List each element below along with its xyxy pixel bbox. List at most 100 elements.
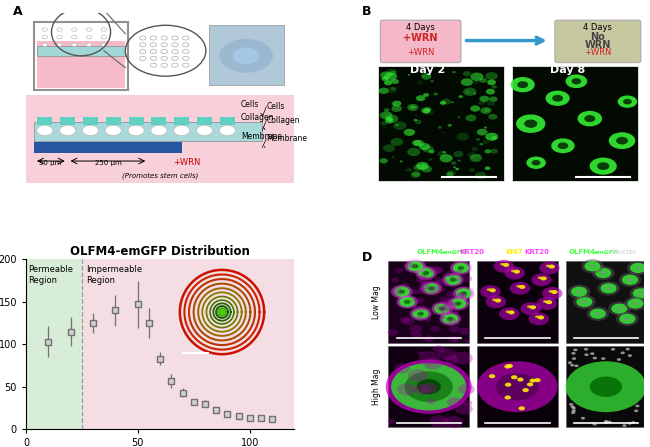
Bar (37, 41, 125, 88)
Circle shape (384, 108, 389, 112)
Bar (129, 117, 144, 126)
Circle shape (439, 312, 461, 325)
Circle shape (605, 286, 612, 290)
Circle shape (545, 91, 569, 106)
Circle shape (491, 85, 497, 89)
Circle shape (542, 287, 562, 300)
Text: +WRN: +WRN (174, 158, 201, 167)
Circle shape (571, 287, 587, 297)
Circle shape (624, 296, 647, 311)
Circle shape (489, 288, 496, 292)
Circle shape (440, 288, 445, 291)
Circle shape (487, 80, 496, 85)
Circle shape (571, 407, 576, 409)
Circle shape (480, 285, 500, 298)
Circle shape (451, 303, 459, 308)
Text: 4 Days: 4 Days (584, 22, 612, 32)
Circle shape (505, 383, 512, 387)
Text: 50 μm: 50 μm (39, 160, 61, 166)
Circle shape (442, 99, 451, 105)
Circle shape (486, 133, 499, 141)
Circle shape (625, 348, 630, 350)
Text: emGFP: emGFP (594, 250, 619, 255)
Circle shape (382, 76, 388, 81)
Circle shape (421, 166, 432, 173)
Circle shape (491, 136, 497, 139)
Circle shape (422, 164, 426, 167)
Circle shape (447, 124, 452, 127)
Circle shape (450, 299, 466, 308)
Circle shape (428, 150, 435, 153)
Bar (26, 95, 294, 183)
Circle shape (434, 93, 438, 96)
Circle shape (623, 99, 632, 105)
Circle shape (60, 126, 75, 135)
Circle shape (439, 154, 453, 162)
Circle shape (409, 292, 412, 294)
Circle shape (511, 270, 515, 272)
Circle shape (504, 266, 525, 279)
Circle shape (424, 107, 432, 112)
Circle shape (390, 287, 403, 295)
Circle shape (416, 162, 429, 170)
Circle shape (454, 278, 460, 281)
Circle shape (546, 265, 550, 267)
Circle shape (590, 376, 622, 397)
Circle shape (627, 422, 632, 425)
Circle shape (393, 122, 406, 130)
Circle shape (570, 364, 575, 367)
Circle shape (465, 339, 470, 343)
Circle shape (590, 264, 595, 268)
Text: KRT20: KRT20 (460, 249, 485, 255)
Circle shape (428, 286, 441, 294)
Circle shape (460, 291, 467, 295)
Circle shape (517, 378, 524, 382)
Circle shape (443, 151, 446, 153)
Circle shape (630, 263, 646, 273)
Circle shape (42, 35, 47, 39)
Circle shape (590, 308, 606, 319)
Circle shape (402, 318, 414, 325)
Bar (34, 122, 262, 141)
Circle shape (445, 355, 459, 364)
Circle shape (571, 352, 576, 355)
Text: Low Mag: Low Mag (372, 285, 381, 319)
Circle shape (450, 278, 456, 282)
Circle shape (140, 50, 146, 54)
Circle shape (590, 352, 595, 355)
Circle shape (463, 400, 473, 406)
Circle shape (593, 423, 597, 426)
Circle shape (538, 276, 542, 279)
Circle shape (416, 276, 427, 283)
Circle shape (489, 374, 495, 378)
Circle shape (570, 405, 575, 408)
Circle shape (519, 406, 525, 410)
Circle shape (442, 300, 453, 307)
Circle shape (517, 81, 528, 88)
Circle shape (447, 318, 456, 324)
Title: OLFM4-emGFP Distribution: OLFM4-emGFP Distribution (70, 245, 250, 258)
Circle shape (150, 63, 157, 67)
Text: 4 Days: 4 Days (406, 22, 435, 32)
Circle shape (604, 420, 608, 423)
Circle shape (452, 310, 459, 314)
Circle shape (479, 143, 484, 145)
Circle shape (380, 158, 388, 164)
Circle shape (611, 348, 615, 350)
Circle shape (485, 166, 491, 170)
Circle shape (581, 417, 585, 420)
Bar (566, 346, 646, 427)
Circle shape (424, 109, 434, 115)
Circle shape (465, 90, 471, 94)
Circle shape (424, 317, 431, 322)
Circle shape (404, 129, 415, 136)
Bar (378, 66, 504, 181)
Circle shape (622, 424, 627, 427)
Bar (512, 66, 638, 181)
Circle shape (436, 305, 444, 310)
Circle shape (432, 302, 453, 316)
Circle shape (458, 160, 461, 161)
Circle shape (632, 288, 649, 299)
Circle shape (393, 104, 395, 106)
Text: A: A (12, 5, 22, 18)
